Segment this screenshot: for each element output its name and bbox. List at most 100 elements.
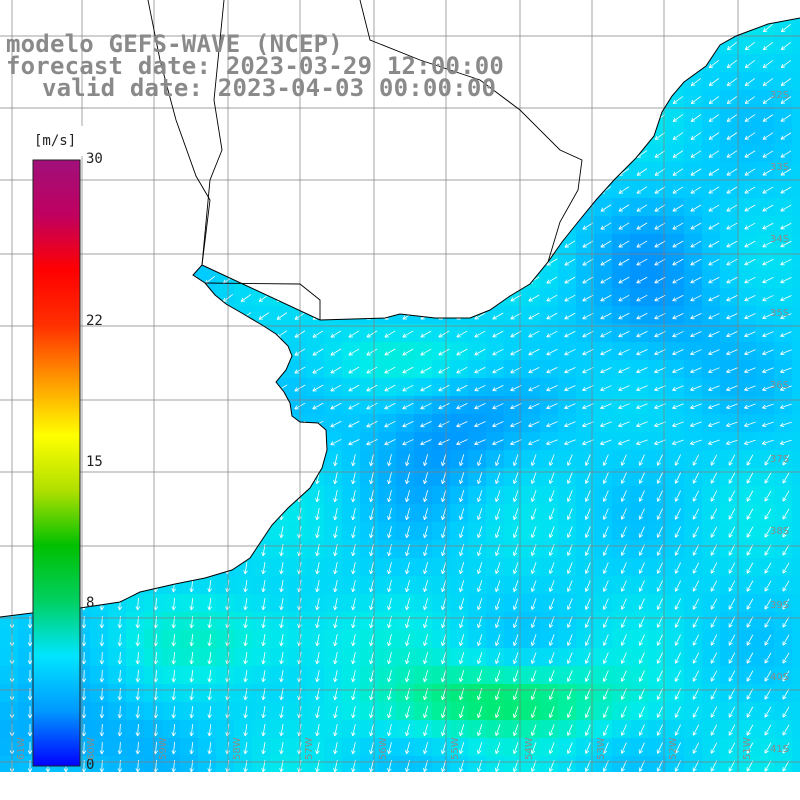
wind-arrow — [782, 760, 790, 772]
wind-arrow — [654, 132, 666, 140]
wind-arrow — [27, 651, 33, 665]
wind-arrow — [27, 669, 33, 683]
wind-arrow — [243, 490, 248, 503]
wind-arrow — [459, 508, 465, 521]
wind-arrow — [620, 742, 627, 754]
wind-arrow — [171, 561, 176, 575]
wind-arrow — [764, 454, 772, 466]
wind-arrow — [600, 258, 612, 266]
wind-arrow — [620, 670, 627, 682]
wind-arrow — [171, 723, 176, 737]
wind-arrow — [708, 222, 720, 230]
wind-arrow — [312, 384, 324, 392]
wind-arrow — [189, 723, 194, 737]
wind-arrow — [780, 349, 792, 356]
wind-arrow — [276, 312, 288, 320]
wind-arrow — [135, 525, 141, 539]
wind-arrow — [438, 167, 449, 177]
wind-arrow — [333, 652, 338, 665]
wind-arrow — [276, 240, 287, 249]
wind-arrow — [782, 544, 790, 556]
wind-arrow — [782, 580, 790, 592]
wind-arrow — [420, 330, 432, 338]
wind-arrow — [636, 312, 648, 320]
wind-arrow — [456, 131, 467, 141]
wind-arrow — [618, 150, 630, 158]
wind-arrow — [135, 453, 141, 467]
wind-arrow — [27, 471, 33, 485]
wind-arrow — [474, 403, 486, 410]
wind-arrow — [764, 598, 772, 610]
wind-arrow — [277, 131, 287, 141]
wind-arrow — [636, 96, 647, 105]
wind-arrow — [728, 706, 736, 718]
wind-arrow — [510, 222, 522, 230]
wind-arrow — [315, 508, 320, 521]
wind-arrow — [225, 454, 230, 467]
wind-arrow — [384, 276, 396, 284]
wind-arrow — [638, 760, 645, 772]
wind-arrow — [456, 240, 468, 248]
wind-arrow — [81, 579, 87, 593]
wind-arrow — [133, 167, 143, 177]
wind-arrow — [207, 561, 212, 575]
wind-arrow — [441, 706, 447, 719]
wind-arrow — [186, 330, 198, 338]
wind-arrow — [258, 420, 270, 428]
wind-arrow — [780, 421, 792, 428]
wind-arrow — [81, 507, 87, 521]
wind-arrow — [636, 114, 648, 122]
wind-arrow — [117, 579, 123, 593]
wind-arrow — [620, 580, 627, 592]
wind-arrow — [78, 366, 90, 374]
wind-arrow — [438, 222, 450, 230]
wind-arrow — [351, 472, 356, 485]
wind-arrow — [258, 258, 270, 267]
wind-arrow — [421, 23, 431, 33]
wind-arrow — [189, 669, 194, 683]
wind-arrow — [672, 385, 684, 392]
wind-arrow — [708, 294, 720, 302]
wind-arrow — [674, 724, 682, 736]
wind-arrow — [494, 598, 501, 610]
wind-arrow — [764, 544, 772, 556]
wind-arrow — [351, 706, 356, 719]
wind-arrow — [333, 670, 338, 683]
wind-arrow — [764, 562, 772, 574]
wind-arrow — [420, 258, 432, 266]
wind-arrow — [312, 366, 324, 374]
wind-arrow — [746, 598, 754, 610]
wind-arrow — [207, 741, 212, 755]
wind-arrow — [25, 113, 35, 123]
wind-arrow — [384, 330, 396, 338]
wind-arrow — [369, 508, 374, 521]
wind-arrow — [728, 508, 736, 520]
wind-arrow — [168, 348, 180, 356]
wind-arrow — [205, 149, 215, 159]
wind-arrow — [744, 367, 756, 374]
wind-arrow — [312, 402, 324, 410]
wind-arrow — [782, 742, 790, 754]
wind-arrow — [782, 616, 790, 628]
wind-arrow — [402, 294, 414, 302]
wind-arrow — [582, 150, 594, 158]
wind-arrow — [351, 454, 356, 467]
wind-arrow — [764, 616, 772, 628]
wind-arrow — [189, 507, 194, 521]
wind-arrow — [187, 113, 197, 123]
wind-arrow — [690, 96, 702, 104]
wind-arrow — [672, 168, 684, 176]
wind-arrow — [566, 562, 573, 574]
wind-arrow — [117, 471, 123, 485]
wind-arrow — [638, 616, 645, 628]
wind-arrow — [762, 313, 774, 320]
wind-arrow — [602, 490, 609, 502]
colorbar-unit: [m/s] — [34, 133, 77, 149]
wind-arrow — [456, 222, 468, 230]
wind-arrow — [168, 312, 180, 320]
wind-arrow — [583, 59, 593, 69]
wind-arrow — [441, 562, 447, 575]
wind-arrow — [510, 312, 522, 320]
wind-arrow — [764, 706, 772, 718]
wind-arrow — [636, 240, 648, 248]
